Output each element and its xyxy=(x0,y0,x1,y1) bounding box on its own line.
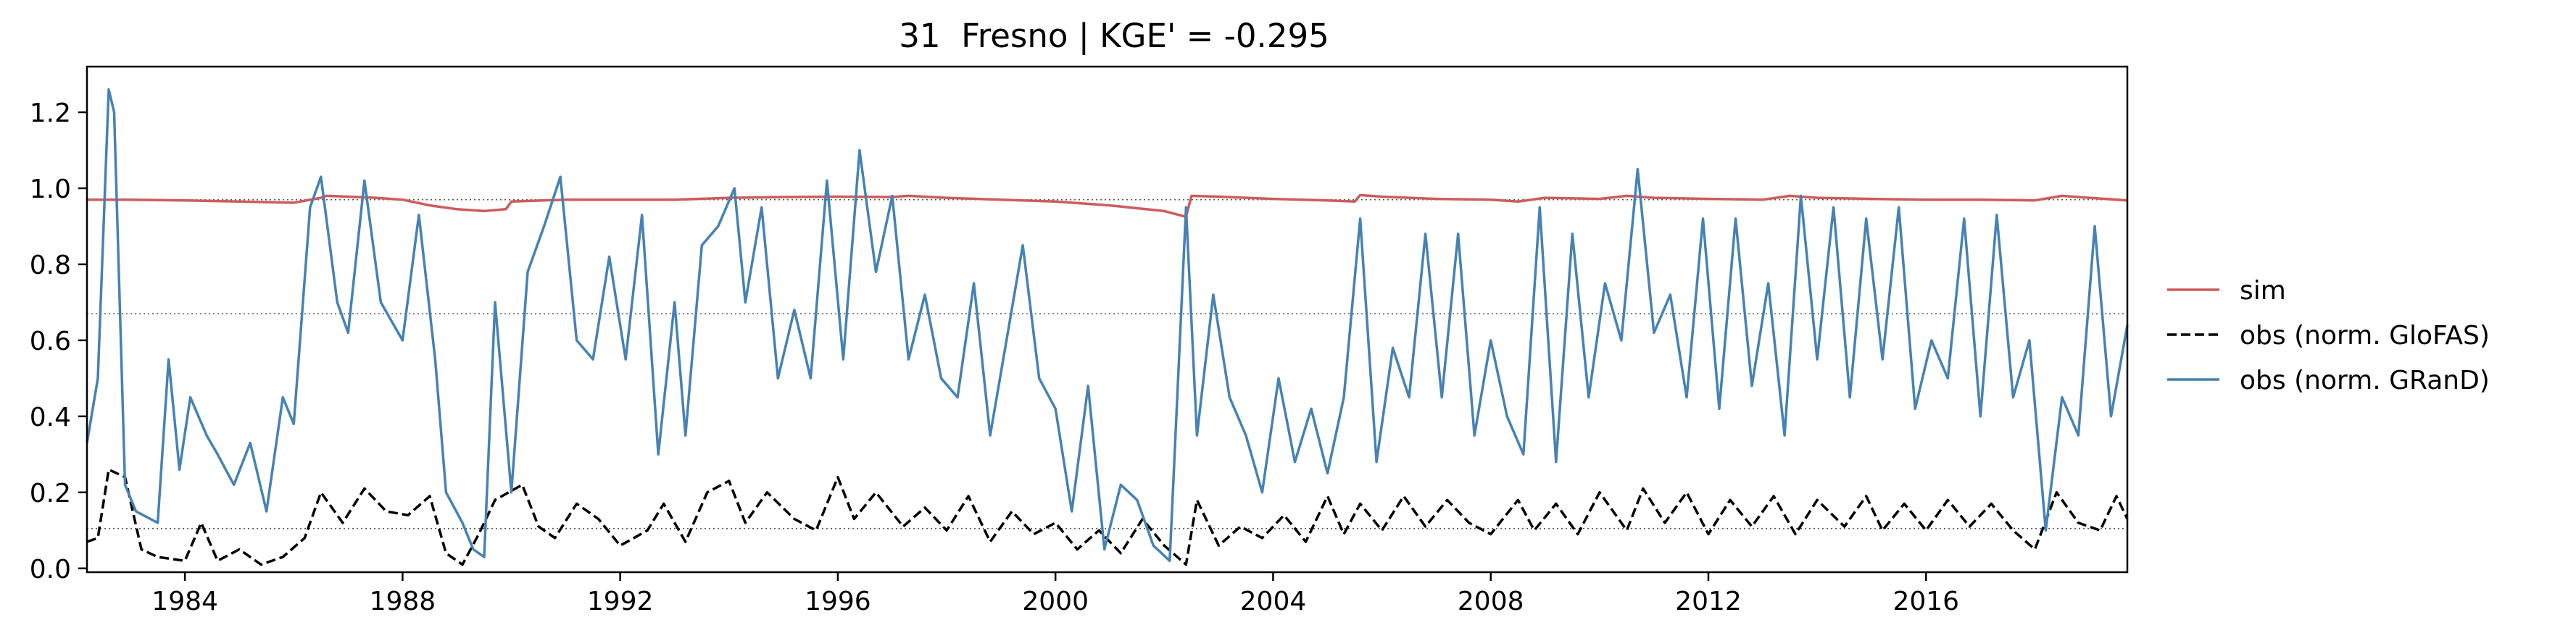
x-tick-label: 2016 xyxy=(1892,587,1959,616)
x-tick-label: 1996 xyxy=(805,587,871,616)
y-tick-label: 0.8 xyxy=(30,251,71,280)
x-tick-label: 1984 xyxy=(151,587,218,616)
x-tick-label: 2008 xyxy=(1458,587,1524,616)
plot-area-frame xyxy=(86,65,2129,574)
y-tick-label: 0.2 xyxy=(30,479,71,508)
series-line-2 xyxy=(86,468,2129,566)
x-axis: 1984 1988 1992 1996 2000 2004 2008 2012 2016 xyxy=(151,572,1959,616)
y-tick-label: 0.0 xyxy=(30,555,71,585)
x-tick-label: 2004 xyxy=(1240,587,1307,616)
y-tick-label: 0.6 xyxy=(30,327,71,356)
legend-label: obs (norm. GloFAS) xyxy=(2240,321,2490,351)
x-tick-label: 2000 xyxy=(1022,587,1089,616)
y-tick-label: 1.2 xyxy=(30,99,71,128)
series-line-1 xyxy=(87,193,2128,219)
y-tick-label: 0.4 xyxy=(30,403,71,432)
x-tick-label: 1988 xyxy=(370,587,436,616)
legend: sim obs (norm. GloFAS) obs (norm. GRanD) xyxy=(2167,276,2490,395)
legend-label: obs (norm. GRanD) xyxy=(2240,366,2490,395)
series-line-3 xyxy=(86,88,2129,563)
series-layer xyxy=(86,88,2129,566)
chart-title: 31 Fresno | KGE' = -0.295 xyxy=(899,17,1329,55)
legend-label: sim xyxy=(2240,276,2286,306)
y-tick-label: 1.0 xyxy=(30,175,71,204)
x-tick-label: 2012 xyxy=(1675,587,1742,616)
x-tick-label: 1992 xyxy=(587,587,654,616)
y-axis: 0.0 0.2 0.4 0.6 0.8 1.0 1.2 xyxy=(30,99,87,585)
reference-lines xyxy=(87,198,2127,529)
